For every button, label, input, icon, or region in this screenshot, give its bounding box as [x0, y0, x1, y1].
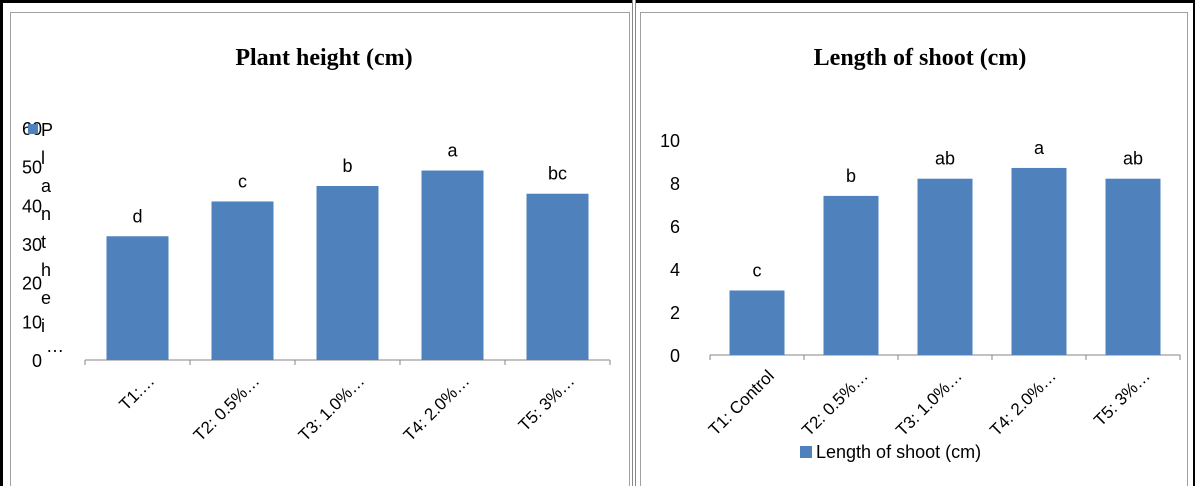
x-tick-label: T2: 0.5%… — [190, 371, 264, 445]
y-tick-label: 10 — [660, 131, 680, 151]
chart-title: Plant height (cm) — [235, 45, 412, 71]
legend-label: Length of shoot (cm) — [816, 442, 981, 462]
bar — [421, 170, 484, 360]
data-label: a — [447, 141, 458, 161]
y-tick-label: 40 — [22, 196, 42, 216]
bar — [106, 236, 169, 360]
data-label: a — [1034, 138, 1045, 158]
bar — [1105, 178, 1161, 355]
data-label: b — [846, 166, 856, 186]
plant-height-chart: Plant height (cm) 0102030405060dT1:…cT2:… — [22, 45, 611, 445]
chart-title: Length of shoot (cm) — [814, 45, 1027, 71]
x-tick-label: T2: 0.5%… — [798, 366, 872, 440]
y-tick-label: 8 — [670, 174, 680, 194]
data-label: b — [342, 156, 352, 176]
bar — [1011, 167, 1067, 355]
y-tick-label: 20 — [22, 274, 42, 294]
y-tick-label: 0 — [670, 346, 680, 366]
right-panel-border — [640, 12, 1188, 486]
x-tick-label: T5: 3%… — [1090, 366, 1154, 430]
x-tick-label: T3: 1.0%… — [892, 366, 966, 440]
y-tick-label: 30 — [22, 235, 42, 255]
bar — [729, 290, 785, 355]
y-tick-label: 4 — [670, 260, 680, 280]
bar — [917, 178, 973, 355]
y-tick-label: 2 — [670, 303, 680, 323]
y-tick-label: 0 — [32, 351, 42, 371]
bar — [316, 186, 379, 360]
legend-swatch — [800, 446, 812, 458]
data-label: c — [753, 261, 762, 281]
bar — [211, 201, 274, 360]
legend-swatch — [28, 124, 38, 134]
left-panel-border — [10, 12, 630, 486]
x-tick-label: T4: 2.0%… — [400, 371, 474, 445]
length-of-shoot-chart: Length of shoot (cm) 0 2 4 6 8 10 c T1: Control… — [660, 45, 1181, 462]
bar — [823, 195, 879, 355]
y-tick-label: 50 — [22, 158, 42, 178]
x-tick-label: T5: 3%… — [515, 371, 579, 435]
y-tick-label: 6 — [670, 217, 680, 237]
data-label: bc — [548, 164, 567, 184]
bar — [526, 193, 589, 360]
data-label: c — [238, 171, 247, 191]
data-label: ab — [935, 149, 955, 169]
data-label: ab — [1123, 149, 1143, 169]
x-tick-label: T1: Control — [705, 366, 778, 439]
y-tick-label: 10 — [22, 312, 42, 332]
data-label: d — [132, 206, 142, 226]
x-tick-label: T3: 1.0%… — [295, 371, 369, 445]
x-tick-label: T4: 2.0%… — [986, 366, 1060, 440]
panel-divider — [632, 0, 636, 486]
x-tick-label: T1:… — [116, 371, 159, 414]
